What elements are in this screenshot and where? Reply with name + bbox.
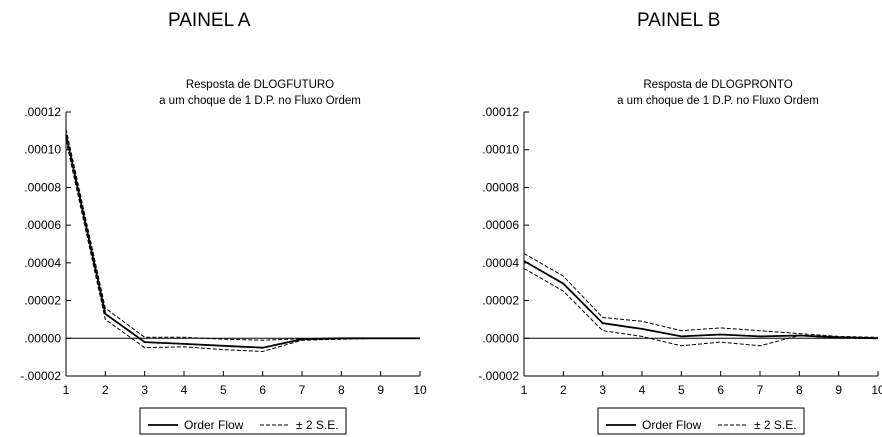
- x-tick-label: 1: [63, 383, 70, 397]
- x-tick-label: 9: [835, 383, 842, 397]
- y-tick-label: .00006: [482, 218, 519, 232]
- y-tick-label: .00008: [482, 180, 519, 194]
- x-tick-label: 3: [599, 383, 606, 397]
- series-line-se-band-2: [523, 268, 878, 347]
- x-tick-label: 5: [678, 383, 685, 397]
- x-tick-label: 9: [377, 383, 384, 397]
- chart-title-line2: a um choque de 1 D.P. no Fluxo Ordem: [159, 95, 361, 107]
- series-line-se-band-1: [65, 128, 420, 341]
- x-tick-label: 3: [141, 383, 148, 397]
- y-tick-label: .00008: [24, 180, 61, 194]
- x-tick-label: 5: [220, 383, 227, 397]
- y-tick-label: -.00002: [20, 369, 61, 383]
- x-tick-label: 7: [299, 383, 306, 397]
- x-tick-label: 8: [796, 383, 803, 397]
- y-tick-label: .00000: [24, 331, 61, 345]
- x-tick-label: 2: [102, 383, 109, 397]
- y-tick-label: .00006: [24, 218, 61, 232]
- y-tick-label: .00004: [24, 256, 61, 270]
- y-tick-label: .00010: [482, 143, 519, 157]
- y-tick-label: -.00002: [478, 369, 519, 383]
- x-tick-label: 8: [338, 383, 345, 397]
- x-tick-label: 4: [639, 383, 646, 397]
- y-tick-label: .00004: [482, 256, 519, 270]
- legend-label-se: ± 2 S.E.: [296, 418, 339, 432]
- chart-legend: Order Flow ± 2 S.E.: [139, 407, 347, 435]
- panel-a-heading: PAINEL A: [168, 10, 251, 31]
- x-tick-label: 1: [521, 383, 528, 397]
- x-tick-label: 6: [717, 383, 724, 397]
- panel-b-heading: PAINEL B: [637, 10, 721, 31]
- series-line-se-band-2: [65, 140, 420, 353]
- series-line-se-band-1: [523, 252, 879, 338]
- legend-box: [597, 407, 805, 435]
- x-tick-label: 10: [413, 383, 427, 397]
- y-tick-label: .00012: [24, 105, 61, 119]
- legend-label-order-flow: Order Flow: [642, 418, 702, 432]
- chart-title-line2: a um choque de 1 D.P. no Fluxo Ordem: [617, 95, 819, 107]
- y-tick-label: .00002: [482, 294, 519, 308]
- legend-label-order-flow: Order Flow: [184, 418, 244, 432]
- series-line-order-flow: [523, 260, 879, 340]
- x-tick-label: 10: [871, 383, 882, 397]
- x-tick-label: 4: [181, 383, 188, 397]
- y-tick-label: .00002: [24, 294, 61, 308]
- legend-box: [139, 407, 347, 435]
- legend-label-se: ± 2 S.E.: [754, 418, 797, 432]
- chart-legend: Order Flow ± 2 S.E.: [597, 407, 805, 435]
- series-line-order-flow: [65, 134, 420, 349]
- chart-title-line1: Resposta de DLOGFUTURO: [186, 79, 334, 91]
- chart-title-line1: Resposta de DLOGPRONTO: [643, 79, 792, 91]
- x-tick-label: 6: [259, 383, 266, 397]
- x-tick-label: 7: [757, 383, 764, 397]
- chart-panel-b: Resposta de DLOGPRONTO a um choque de 1 D…: [478, 79, 882, 435]
- x-tick-label: 2: [560, 383, 567, 397]
- y-tick-label: .00010: [24, 143, 61, 157]
- y-tick-label: .00012: [482, 105, 519, 119]
- y-tick-label: .00000: [482, 331, 519, 345]
- chart-panel-a: Resposta de DLOGFUTURO a um choque de 1 D…: [20, 79, 427, 435]
